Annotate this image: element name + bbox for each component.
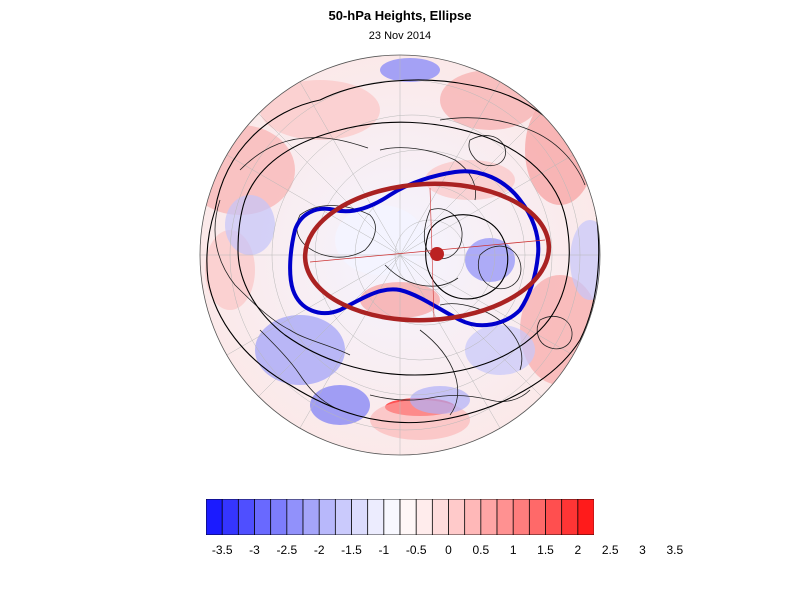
colorbar-tick-label: 0 xyxy=(445,543,452,557)
map-date: 23 Nov 2014 xyxy=(368,30,432,42)
colorbar-swatch xyxy=(464,499,482,535)
colorbar-swatch xyxy=(206,499,223,535)
negative-anomaly-patch xyxy=(410,386,470,414)
colorbar-swatch xyxy=(383,499,401,535)
colorbar-swatch xyxy=(545,499,563,535)
colorbar-swatch xyxy=(237,499,256,535)
colorbar-tick-label: -3 xyxy=(249,543,260,557)
colorbar-swatch xyxy=(286,499,304,535)
colorbar-swatch xyxy=(318,499,336,535)
colorbar-tick-label: 0.5 xyxy=(472,543,490,557)
colorbar-swatch xyxy=(561,499,579,535)
colorbar-swatch xyxy=(302,499,320,535)
colorbar-swatch xyxy=(431,499,450,535)
colorbar-tick-label: -1.5 xyxy=(341,543,362,557)
negative-anomaly-patch xyxy=(310,385,370,425)
ellipse-major-axis xyxy=(309,239,546,263)
polar-map xyxy=(199,54,601,456)
negative-anomaly-patch xyxy=(465,325,535,375)
colorbar-swatch xyxy=(367,499,385,535)
colorbar-tick-label: 1 xyxy=(509,543,517,557)
positive-anomaly-patch xyxy=(440,70,540,130)
negative-anomaly-patch xyxy=(465,238,515,282)
colorbar-swatch xyxy=(415,499,433,535)
negative-anomaly-patch xyxy=(380,58,440,82)
height-contours xyxy=(206,79,600,424)
colorbar-swatch xyxy=(528,499,547,535)
negative-anomaly-patch xyxy=(225,195,275,255)
colorbar-swatch xyxy=(334,499,353,535)
polar-cap-area xyxy=(335,205,425,275)
colorbar-swatch xyxy=(496,499,514,535)
colorbar-swatch xyxy=(399,499,417,535)
map-title: 50-hPa Heights, Ellipse xyxy=(328,8,472,23)
positive-anomaly-patch xyxy=(260,80,380,140)
colorbar-tick-label: 3 xyxy=(639,543,646,557)
graticule xyxy=(200,55,600,455)
globe-outline xyxy=(199,54,601,456)
colorbar-tick-label: 2 xyxy=(574,543,582,557)
colorbar-swatch xyxy=(448,499,466,535)
colorbar-tick-label: -0.5 xyxy=(405,543,427,557)
colorbar-tick-label: -1 xyxy=(378,543,390,557)
ellipse-center-marker xyxy=(430,247,444,261)
colorbar-tick-label: -3.5 xyxy=(211,543,233,557)
colorbar-labels: -3.5 -3 -2.5 -2 -1.5 -1 -0.5 0 0.5 1 1.5 2 2.5 3 3.5 xyxy=(0,543,800,559)
colorbar-swatch xyxy=(270,499,288,535)
colorbar-tick-label: 1.5 xyxy=(537,543,554,557)
colorbar-swatch xyxy=(512,499,530,535)
colorbar-swatch xyxy=(577,499,594,535)
colorbar-swatch xyxy=(221,499,239,535)
colorbar-tick-label: -2 xyxy=(313,543,325,557)
colorbar-tick-label: 2.5 xyxy=(601,543,619,557)
colorbar-swatch xyxy=(480,499,498,535)
colorbar-tick-label: -2.5 xyxy=(276,543,298,557)
negative-height-contour xyxy=(288,169,541,328)
colorbar xyxy=(206,499,594,535)
negative-anomaly-patch xyxy=(570,220,600,300)
positive-anomaly-patch xyxy=(525,95,595,205)
fitted-ellipse xyxy=(302,181,552,323)
colorbar-swatch xyxy=(351,499,369,535)
colorbar-tick-label: 3.5 xyxy=(666,543,684,557)
colorbar-swatch xyxy=(254,499,272,535)
